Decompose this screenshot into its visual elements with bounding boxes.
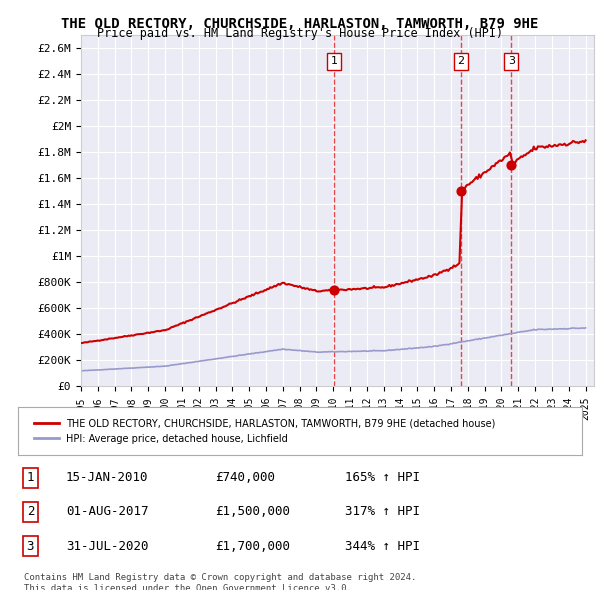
Point bbox=[506, 160, 516, 170]
Text: 344% ↑ HPI: 344% ↑ HPI bbox=[345, 539, 420, 553]
Text: 15-JAN-2010: 15-JAN-2010 bbox=[66, 471, 148, 484]
Text: 317% ↑ HPI: 317% ↑ HPI bbox=[345, 506, 420, 519]
Text: 01-AUG-2017: 01-AUG-2017 bbox=[66, 506, 148, 519]
Text: £1,700,000: £1,700,000 bbox=[215, 539, 290, 553]
Text: 1: 1 bbox=[331, 57, 337, 67]
Point bbox=[329, 286, 339, 295]
Text: 3: 3 bbox=[508, 57, 515, 67]
Text: Contains HM Land Registry data © Crown copyright and database right 2024.
This d: Contains HM Land Registry data © Crown c… bbox=[24, 573, 416, 590]
Text: 31-JUL-2020: 31-JUL-2020 bbox=[66, 539, 148, 553]
Text: 1: 1 bbox=[26, 471, 34, 484]
Point bbox=[456, 186, 466, 196]
Text: 2: 2 bbox=[457, 57, 464, 67]
Text: £740,000: £740,000 bbox=[215, 471, 275, 484]
Text: 165% ↑ HPI: 165% ↑ HPI bbox=[345, 471, 420, 484]
Text: 3: 3 bbox=[26, 539, 34, 553]
Text: 2: 2 bbox=[26, 506, 34, 519]
Text: THE OLD RECTORY, CHURCHSIDE, HARLASTON, TAMWORTH, B79 9HE: THE OLD RECTORY, CHURCHSIDE, HARLASTON, … bbox=[61, 17, 539, 31]
Text: Price paid vs. HM Land Registry's House Price Index (HPI): Price paid vs. HM Land Registry's House … bbox=[97, 27, 503, 40]
Legend: THE OLD RECTORY, CHURCHSIDE, HARLASTON, TAMWORTH, B79 9HE (detached house), HPI:: THE OLD RECTORY, CHURCHSIDE, HARLASTON, … bbox=[29, 413, 502, 450]
Text: £1,500,000: £1,500,000 bbox=[215, 506, 290, 519]
